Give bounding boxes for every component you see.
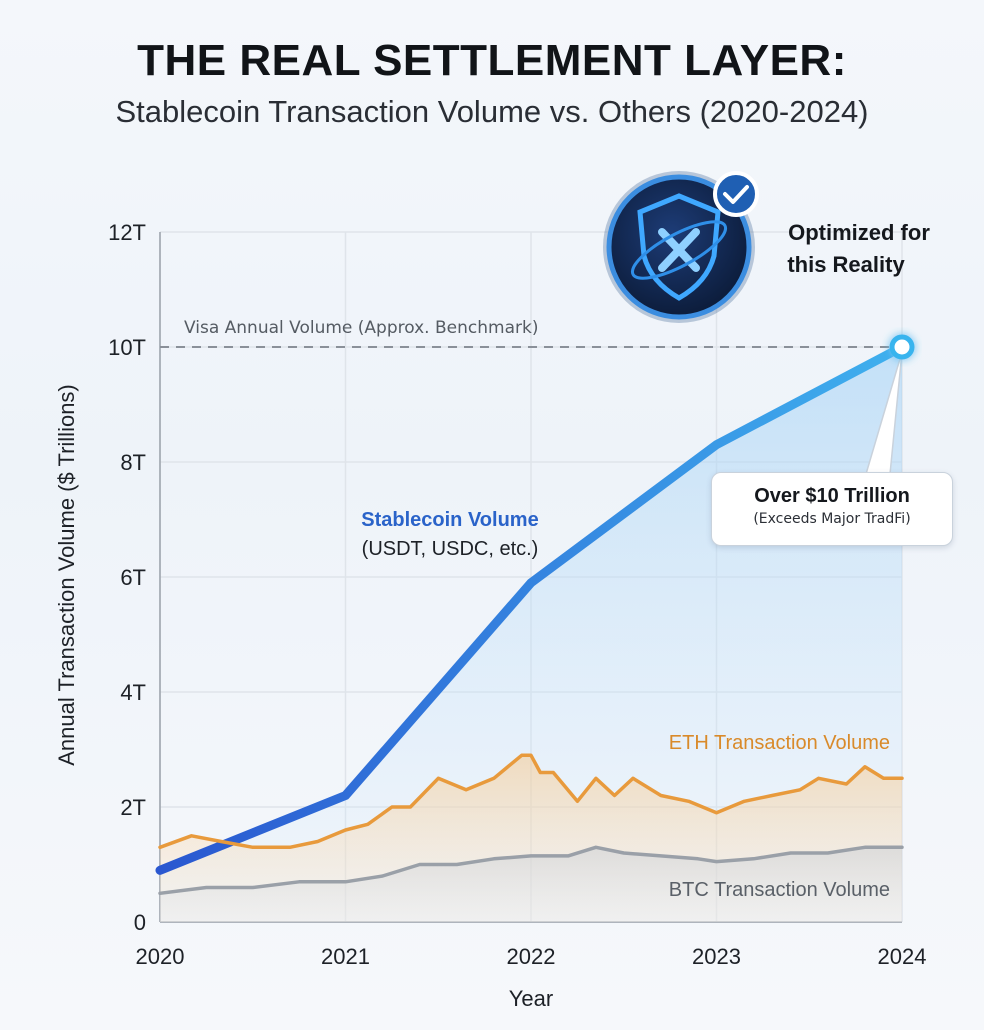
x-tick-label: 2022 — [507, 944, 556, 969]
eth-line — [158, 753, 904, 850]
chart-title: THE REAL SETTLEMENT LAYER: — [137, 36, 847, 85]
series-lines — [155, 342, 907, 896]
callout-sub-text: (Exceeds Major TradFi) — [753, 511, 911, 527]
chart-subtitle: Stablecoin Transaction Volume vs. Others… — [115, 94, 869, 129]
stablecoin-series-label: Stablecoin Volume — [361, 509, 538, 531]
callout-main-text: Over $10 Trillion — [754, 485, 910, 507]
checkmark-icon — [713, 171, 759, 217]
x-tick-label: 2023 — [692, 944, 741, 969]
y-tick-label: 2T — [120, 795, 146, 820]
btc-series-label: BTC Transaction Volume — [669, 879, 890, 901]
stablecoin-line — [155, 342, 907, 875]
x-tick-label: 2020 — [136, 944, 185, 969]
eth-series-label: ETH Transaction Volume — [669, 732, 890, 754]
btc-line — [158, 845, 904, 896]
y-tick-label: 0 — [134, 910, 146, 935]
stablecoin-series-note: (USDT, USDC, etc.) — [362, 538, 539, 560]
y-tick-label: 4T — [120, 680, 146, 705]
y-tick-label: 10T — [108, 335, 146, 360]
x-tick-label: 2021 — [321, 944, 370, 969]
callout-box: Over $10 Trillion (Exceeds Major TradFi) — [711, 472, 953, 546]
y-tick-label: 6T — [120, 565, 146, 590]
x-shield-logo-icon — [603, 171, 755, 323]
badge-text-line2: this Reality — [787, 252, 905, 277]
badge-text-line1: Optimized for — [788, 220, 930, 245]
btc-area — [160, 847, 902, 922]
axis-ticks: 0 2T 4T 6T 8T 10T 12T 2020 2021 2022 2023 2024 — [108, 220, 926, 969]
y-axis-label: Annual Transaction Volume ($ Trillions) — [54, 384, 79, 766]
y-tick-label: 8T — [120, 450, 146, 475]
benchmark-label: Visa Annual Volume (Approx. Benchmark) — [184, 318, 538, 338]
endpoint-marker — [889, 334, 915, 360]
y-tick-label: 12T — [108, 220, 146, 245]
x-tick-label: 2024 — [878, 944, 927, 969]
x-axis-label: Year — [509, 986, 553, 1011]
